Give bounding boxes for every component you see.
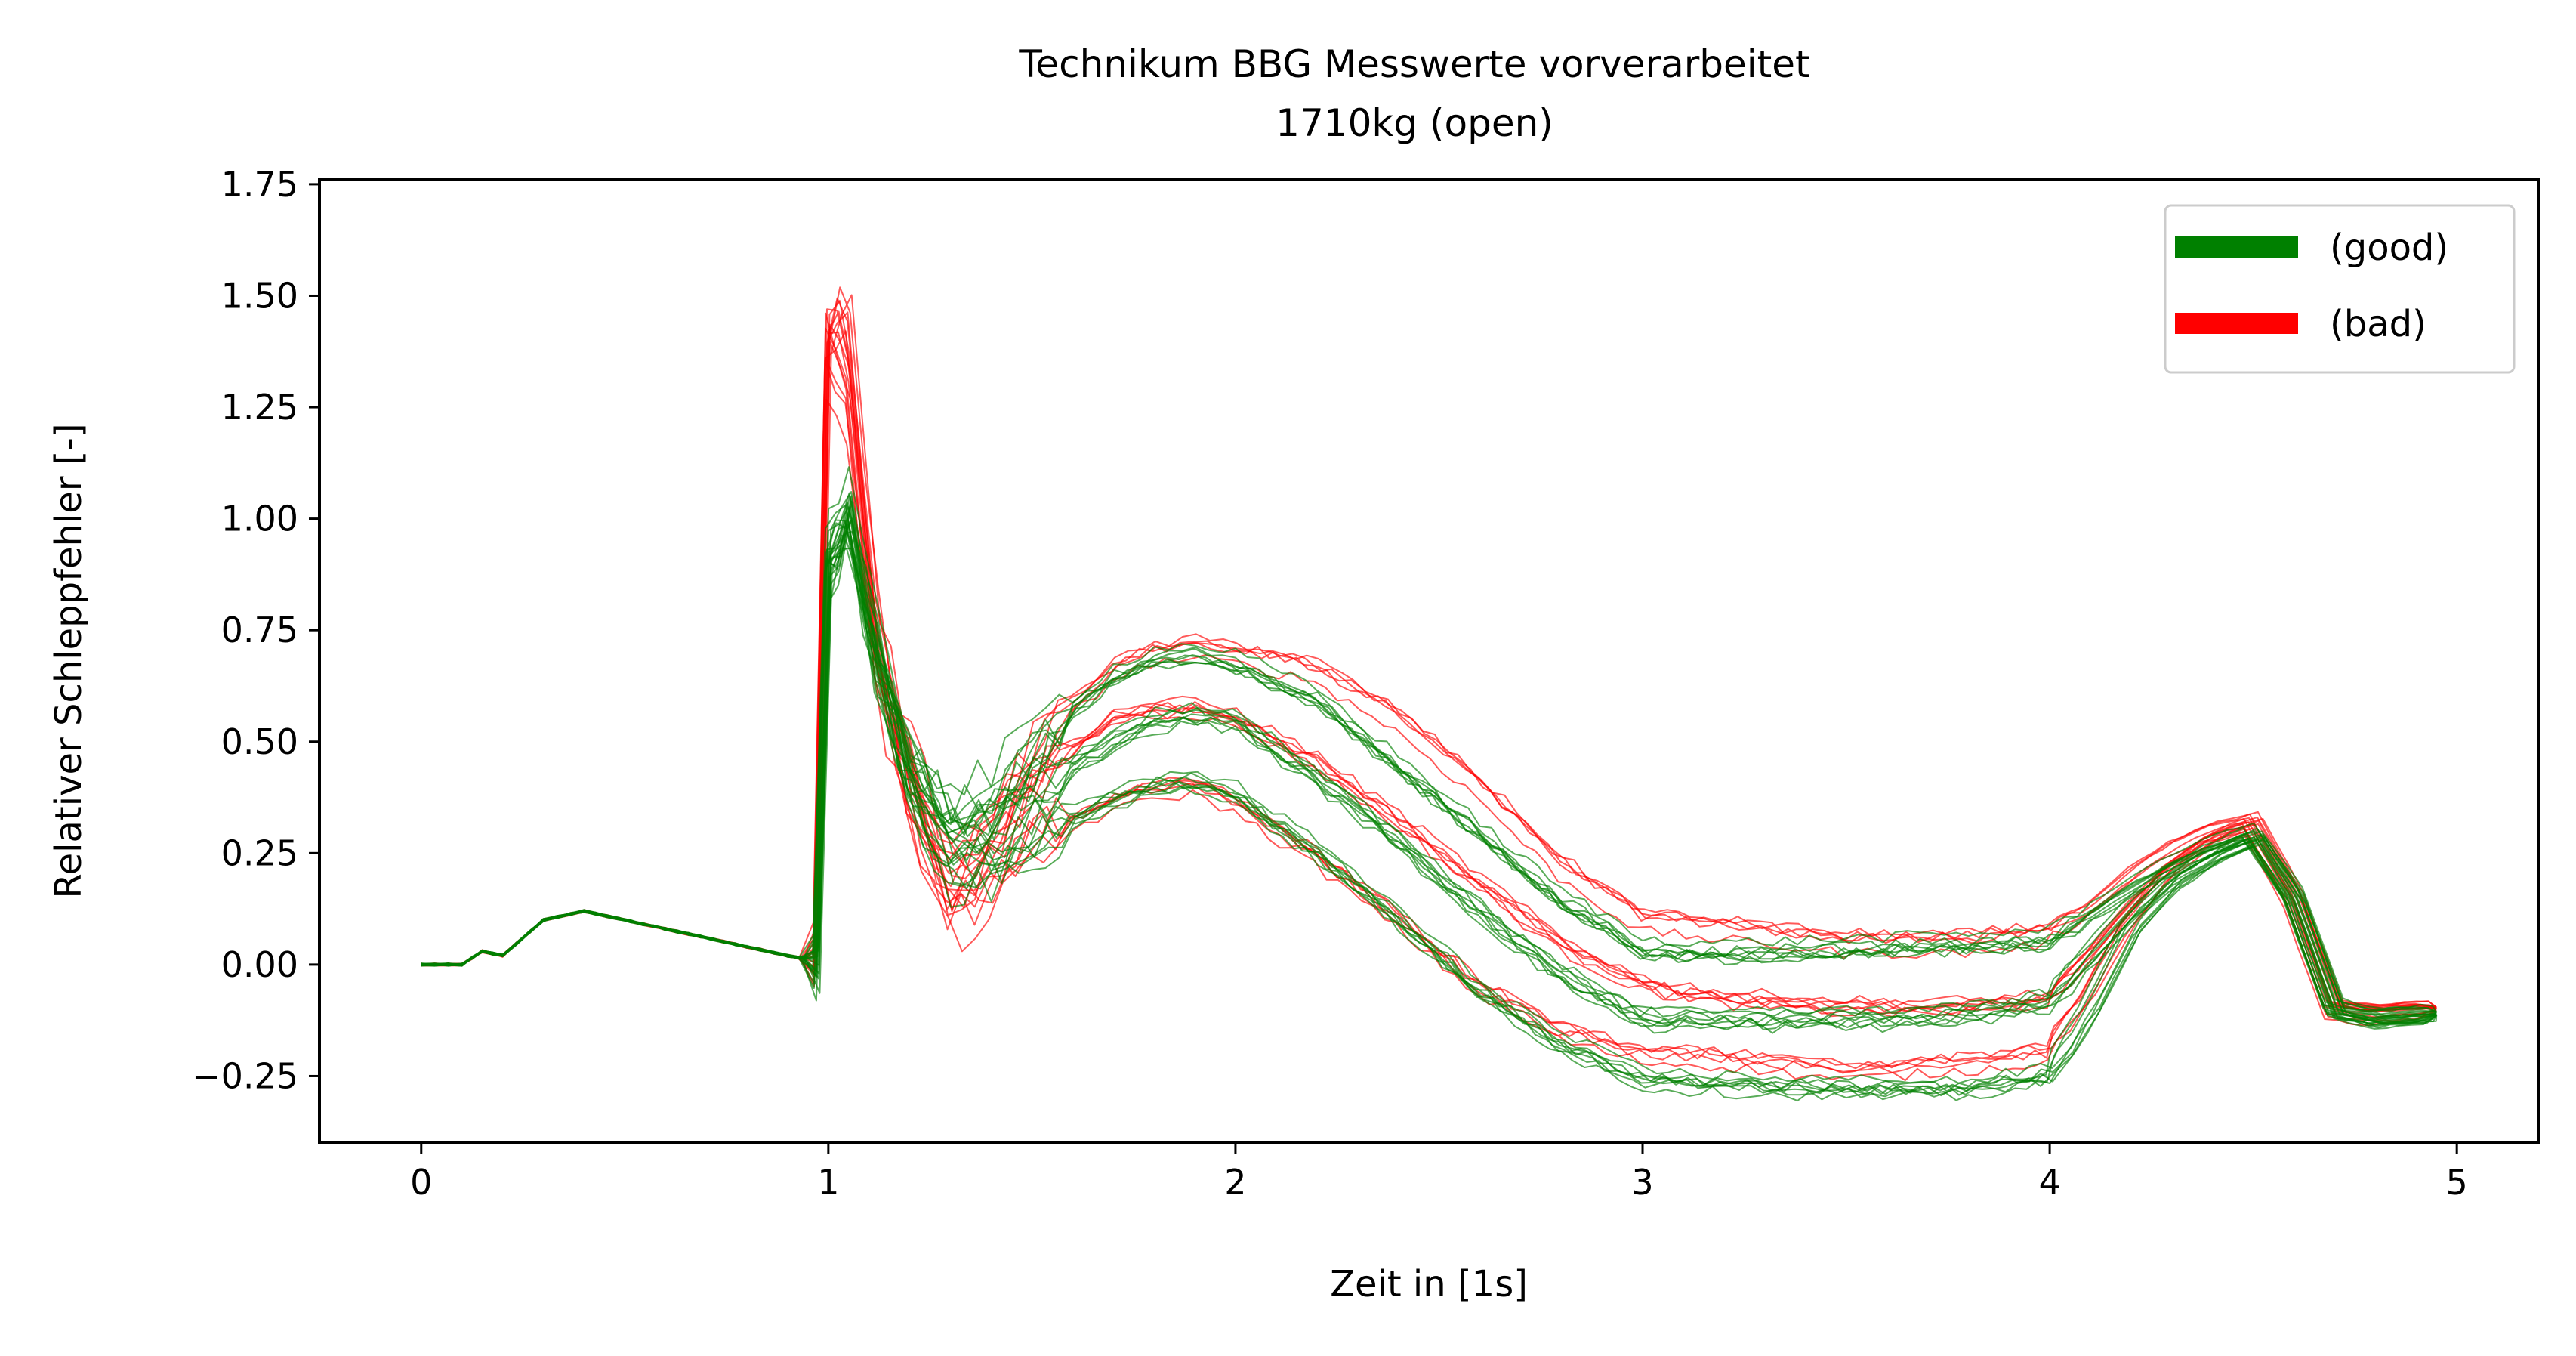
y-axis-label: Relativer Schleppfehler [-] (48, 423, 90, 898)
x-tick-label: 1 (817, 1162, 839, 1203)
y-tick-label: 0.00 (221, 944, 298, 985)
legend: (good) (bad) (2164, 204, 2516, 374)
legend-label-bad: (bad) (2330, 303, 2426, 345)
x-tick-label: 4 (2038, 1162, 2060, 1203)
y-tick-label: 0.25 (221, 832, 298, 873)
x-tick-label: 3 (1631, 1162, 1653, 1203)
chart-subtitle: 1710kg (open) (1276, 101, 1553, 145)
x-axis-label: Zeit in [1s] (1330, 1263, 1528, 1305)
x-tick-label: 2 (1224, 1162, 1246, 1203)
y-tick-label: 1.25 (221, 387, 298, 428)
x-axis: 0 1 2 3 4 5 (410, 1143, 2468, 1203)
legend-label-good: (good) (2330, 227, 2448, 269)
chart-title: Technikum BBG Messwerte vorverarbeitet (1018, 42, 1809, 86)
series-layer (421, 286, 2438, 1102)
y-axis: −0.25 0.00 0.25 0.50 0.75 1.00 1.25 1.50 1.75 (192, 164, 319, 1096)
y-tick-label: 1.75 (221, 164, 298, 205)
x-tick-label: 5 (2446, 1162, 2468, 1203)
x-tick-label: 0 (410, 1162, 432, 1203)
y-tick-label: −0.25 (192, 1055, 298, 1096)
y-tick-label: 0.75 (221, 610, 298, 650)
y-tick-label: 0.50 (221, 721, 298, 762)
series-line-good (421, 524, 2437, 1026)
plot-frame (318, 178, 2540, 1144)
y-tick-label: 1.50 (221, 275, 298, 316)
y-tick-label: 1.00 (221, 499, 298, 539)
